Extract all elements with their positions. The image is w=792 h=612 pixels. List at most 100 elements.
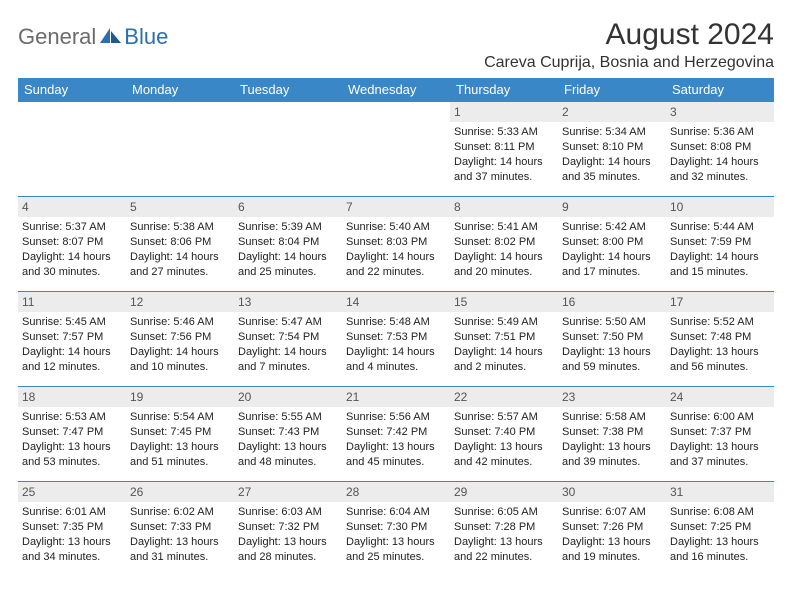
calendar-cell: 11Sunrise: 5:45 AMSunset: 7:57 PMDayligh… — [18, 291, 126, 386]
weekday-header: Sunday — [18, 78, 126, 101]
day-number: 11 — [18, 291, 126, 312]
calendar-cell: 27Sunrise: 6:03 AMSunset: 7:32 PMDayligh… — [234, 481, 342, 576]
sunrise-line: Sunrise: 5:41 AM — [454, 220, 554, 235]
sunrise-line: Sunrise: 5:50 AM — [562, 315, 662, 330]
day-body: Sunrise: 5:38 AMSunset: 8:06 PMDaylight:… — [126, 217, 234, 283]
day-number — [126, 101, 234, 119]
day-number: 4 — [18, 196, 126, 217]
sunrise-line: Sunrise: 5:38 AM — [130, 220, 230, 235]
month-title: August 2024 — [484, 18, 774, 52]
sunset-line: Sunset: 7:54 PM — [238, 330, 338, 345]
sunset-line: Sunset: 7:38 PM — [562, 425, 662, 440]
day-body: Sunrise: 5:58 AMSunset: 7:38 PMDaylight:… — [558, 407, 666, 473]
header: General Blue August 2024 Careva Cuprija,… — [18, 18, 774, 72]
daylight-line: Daylight: 13 hours and 16 minutes. — [670, 535, 770, 565]
daylight-line: Daylight: 14 hours and 12 minutes. — [22, 345, 122, 375]
day-number: 18 — [18, 386, 126, 407]
day-number: 12 — [126, 291, 234, 312]
sunrise-line: Sunrise: 5:33 AM — [454, 125, 554, 140]
daylight-line: Daylight: 14 hours and 30 minutes. — [22, 250, 122, 280]
calendar-cell: 3Sunrise: 5:36 AMSunset: 8:08 PMDaylight… — [666, 101, 774, 196]
calendar-cell: 13Sunrise: 5:47 AMSunset: 7:54 PMDayligh… — [234, 291, 342, 386]
sunset-line: Sunset: 7:33 PM — [130, 520, 230, 535]
sunrise-line: Sunrise: 5:40 AM — [346, 220, 446, 235]
daylight-line: Daylight: 14 hours and 22 minutes. — [346, 250, 446, 280]
calendar-cell: 17Sunrise: 5:52 AMSunset: 7:48 PMDayligh… — [666, 291, 774, 386]
day-body: Sunrise: 6:00 AMSunset: 7:37 PMDaylight:… — [666, 407, 774, 473]
day-number: 7 — [342, 196, 450, 217]
day-body: Sunrise: 6:08 AMSunset: 7:25 PMDaylight:… — [666, 502, 774, 568]
daylight-line: Daylight: 13 hours and 25 minutes. — [346, 535, 446, 565]
sunset-line: Sunset: 8:00 PM — [562, 235, 662, 250]
day-number: 1 — [450, 101, 558, 122]
sunrise-line: Sunrise: 6:08 AM — [670, 505, 770, 520]
day-body: Sunrise: 5:53 AMSunset: 7:47 PMDaylight:… — [18, 407, 126, 473]
daylight-line: Daylight: 14 hours and 7 minutes. — [238, 345, 338, 375]
calendar-row: 4Sunrise: 5:37 AMSunset: 8:07 PMDaylight… — [18, 196, 774, 291]
sunrise-line: Sunrise: 5:45 AM — [22, 315, 122, 330]
daylight-line: Daylight: 14 hours and 35 minutes. — [562, 155, 662, 185]
weekday-header: Tuesday — [234, 78, 342, 101]
sunrise-line: Sunrise: 5:42 AM — [562, 220, 662, 235]
sunset-line: Sunset: 7:40 PM — [454, 425, 554, 440]
weekday-header: Friday — [558, 78, 666, 101]
calendar-cell: 5Sunrise: 5:38 AMSunset: 8:06 PMDaylight… — [126, 196, 234, 291]
day-body: Sunrise: 6:02 AMSunset: 7:33 PMDaylight:… — [126, 502, 234, 568]
calendar-row: 25Sunrise: 6:01 AMSunset: 7:35 PMDayligh… — [18, 481, 774, 576]
sunrise-line: Sunrise: 5:52 AM — [670, 315, 770, 330]
sunrise-line: Sunrise: 5:57 AM — [454, 410, 554, 425]
sunset-line: Sunset: 7:26 PM — [562, 520, 662, 535]
sunrise-line: Sunrise: 6:04 AM — [346, 505, 446, 520]
day-number: 24 — [666, 386, 774, 407]
day-body: Sunrise: 5:50 AMSunset: 7:50 PMDaylight:… — [558, 312, 666, 378]
daylight-line: Daylight: 14 hours and 27 minutes. — [130, 250, 230, 280]
sunrise-line: Sunrise: 5:55 AM — [238, 410, 338, 425]
daylight-line: Daylight: 13 hours and 48 minutes. — [238, 440, 338, 470]
calendar-cell: 19Sunrise: 5:54 AMSunset: 7:45 PMDayligh… — [126, 386, 234, 481]
sunset-line: Sunset: 7:51 PM — [454, 330, 554, 345]
day-number: 10 — [666, 196, 774, 217]
calendar-cell: 26Sunrise: 6:02 AMSunset: 7:33 PMDayligh… — [126, 481, 234, 576]
day-number — [234, 101, 342, 119]
sunrise-line: Sunrise: 5:48 AM — [346, 315, 446, 330]
day-body: Sunrise: 5:45 AMSunset: 7:57 PMDaylight:… — [18, 312, 126, 378]
day-body: Sunrise: 5:34 AMSunset: 8:10 PMDaylight:… — [558, 122, 666, 188]
day-number: 15 — [450, 291, 558, 312]
calendar-cell: 16Sunrise: 5:50 AMSunset: 7:50 PMDayligh… — [558, 291, 666, 386]
sunset-line: Sunset: 7:42 PM — [346, 425, 446, 440]
day-number: 27 — [234, 481, 342, 502]
day-number: 8 — [450, 196, 558, 217]
calendar-cell: 28Sunrise: 6:04 AMSunset: 7:30 PMDayligh… — [342, 481, 450, 576]
calendar-cell: 7 Sunrise: 5:40 AMSunset: 8:03 PMDaylight… — [342, 196, 450, 291]
sunrise-line: Sunrise: 6:00 AM — [670, 410, 770, 425]
daylight-line: Daylight: 13 hours and 51 minutes. — [130, 440, 230, 470]
weekday-header: Monday — [126, 78, 234, 101]
calendar-cell: 14Sunrise: 5:48 AMSunset: 7:53 PMDayligh… — [342, 291, 450, 386]
logo-text-general: General — [18, 24, 96, 50]
day-number: 14 — [342, 291, 450, 312]
day-body: Sunrise: 6:01 AMSunset: 7:35 PMDaylight:… — [18, 502, 126, 568]
day-number: 17 — [666, 291, 774, 312]
sunset-line: Sunset: 8:03 PM — [346, 235, 446, 250]
sunrise-line: Sunrise: 5:37 AM — [22, 220, 122, 235]
logo-text-blue: Blue — [124, 24, 168, 50]
weekday-header: Saturday — [666, 78, 774, 101]
daylight-line: Daylight: 14 hours and 20 minutes. — [454, 250, 554, 280]
day-number: 16 — [558, 291, 666, 312]
calendar-cell: 9Sunrise: 5:42 AMSunset: 8:00 PMDaylight… — [558, 196, 666, 291]
calendar-cell: 15Sunrise: 5:49 AMSunset: 7:51 PMDayligh… — [450, 291, 558, 386]
calendar-cell: 25Sunrise: 6:01 AMSunset: 7:35 PMDayligh… — [18, 481, 126, 576]
calendar-cell: 20Sunrise: 5:55 AMSunset: 7:43 PMDayligh… — [234, 386, 342, 481]
day-number: 26 — [126, 481, 234, 502]
sunset-line: Sunset: 8:04 PM — [238, 235, 338, 250]
calendar-cell: 30Sunrise: 6:07 AMSunset: 7:26 PMDayligh… — [558, 481, 666, 576]
sunset-line: Sunset: 8:10 PM — [562, 140, 662, 155]
sunrise-line: Sunrise: 5:53 AM — [22, 410, 122, 425]
sunset-line: Sunset: 7:32 PM — [238, 520, 338, 535]
title-block: August 2024 Careva Cuprija, Bosnia and H… — [484, 18, 774, 72]
calendar-cell: 23Sunrise: 5:58 AMSunset: 7:38 PMDayligh… — [558, 386, 666, 481]
weekday-header-row: SundayMondayTuesdayWednesdayThursdayFrid… — [18, 78, 774, 101]
calendar-cell: 18Sunrise: 5:53 AMSunset: 7:47 PMDayligh… — [18, 386, 126, 481]
calendar-cell: 24Sunrise: 6:00 AMSunset: 7:37 PMDayligh… — [666, 386, 774, 481]
sunset-line: Sunset: 7:56 PM — [130, 330, 230, 345]
